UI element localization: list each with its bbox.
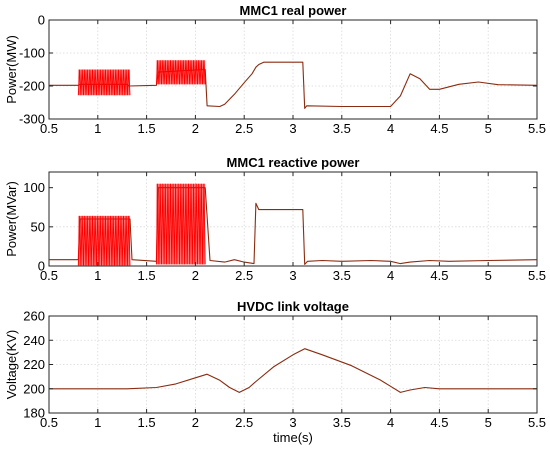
x-tick-label: 1: [94, 268, 101, 283]
x-tick-label: 2: [192, 121, 199, 136]
x-tick-label: 1.5: [138, 121, 156, 136]
chart-title: HVDC link voltage: [237, 299, 349, 314]
x-tick-label: 4.5: [430, 415, 448, 430]
y-tick-label: 220: [23, 357, 45, 372]
series-group: [49, 60, 537, 109]
oscillation-trace: [77, 69, 131, 96]
x-tick-label: 1: [94, 415, 101, 430]
x-tick-label: 2.5: [235, 121, 253, 136]
chart-title: MMC1 reactive power: [227, 155, 360, 170]
oscillation-trace: [77, 215, 131, 266]
x-tick-label: 1.5: [138, 268, 156, 283]
chart-title: MMC1 real power: [240, 3, 347, 18]
y-tick-label: -300: [19, 112, 45, 127]
x-tick-label: 4: [387, 415, 394, 430]
x-tick-label: 5.5: [528, 415, 546, 430]
y-axis-label: Voltage(KV): [4, 330, 19, 399]
y-tick-label: 0: [38, 259, 45, 274]
x-tick-label: 3: [289, 268, 296, 283]
x-tick-label: 3.5: [333, 415, 351, 430]
series-line: [49, 348, 537, 393]
y-tick-label: 260: [23, 309, 45, 324]
x-tick-label: 0.5: [40, 415, 58, 430]
y-tick-label: 100: [23, 180, 45, 195]
x-tick-label: 4.5: [430, 268, 448, 283]
x-tick-label: 0.5: [40, 121, 58, 136]
x-tick-label: 2: [192, 415, 199, 430]
x-tick-label: 3.5: [333, 121, 351, 136]
x-tick-label: 5.5: [528, 121, 546, 136]
y-tick-label: 200: [23, 381, 45, 396]
y-tick-label: 240: [23, 333, 45, 348]
x-tick-label: 4: [387, 268, 394, 283]
x-tick-label: 5.5: [528, 268, 546, 283]
x-tick-label: 5: [485, 415, 492, 430]
x-tick-label: 0.5: [40, 268, 58, 283]
series-line: [49, 187, 537, 265]
y-tick-label: 0: [38, 13, 45, 28]
x-axis-label: time(s): [273, 430, 313, 445]
x-tick-label: 2.5: [235, 415, 253, 430]
x-tick-label: 2: [192, 268, 199, 283]
y-axis-label: Power(MW): [4, 35, 19, 104]
x-tick-label: 3.5: [333, 268, 351, 283]
x-tick-label: 1.5: [138, 415, 156, 430]
x-tick-label: 1: [94, 121, 101, 136]
x-tick-label: 3: [289, 415, 296, 430]
y-tick-label: -200: [19, 79, 45, 94]
series-group: [49, 348, 537, 393]
series-group: [49, 183, 537, 266]
oscillation-trace: [155, 183, 206, 265]
y-tick-label: -100: [19, 46, 45, 61]
x-tick-label: 3: [289, 121, 296, 136]
x-tick-label: 2.5: [235, 268, 253, 283]
x-tick-label: 4.5: [430, 121, 448, 136]
y-axis-label: Power(MVar): [4, 181, 19, 257]
x-tick-label: 4: [387, 121, 394, 136]
oscillation-trace: [155, 60, 206, 85]
y-tick-label: 50: [31, 219, 45, 234]
x-tick-label: 5: [485, 268, 492, 283]
x-tick-label: 5: [485, 121, 492, 136]
y-tick-label: 180: [23, 406, 45, 421]
